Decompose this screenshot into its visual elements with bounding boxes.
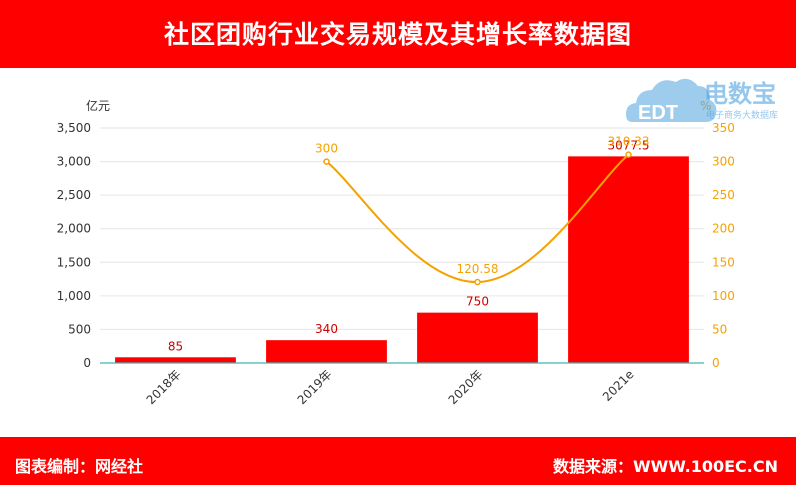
growth-rate-point — [474, 278, 481, 286]
growth-rate-label: 300 — [315, 142, 338, 156]
y-left-tick-label: 0 — [83, 356, 91, 370]
y-right-tick-label: 100 — [712, 289, 735, 303]
footer-banner: 图表编制：网经社 数据来源：WWW.100EC.CN — [0, 437, 796, 485]
y-right-tick-label: 250 — [712, 188, 735, 202]
bar-value-label: 750 — [466, 295, 489, 309]
chart-plot: 0 0 500 50 1,000 100 1,500 150 2,000 200 2,500 250 3… — [57, 98, 735, 407]
y-left-tick-label: 1,500 — [57, 255, 91, 269]
y-left-tick-label: 3,000 — [57, 155, 91, 169]
data-source: 数据来源：WWW.100EC.CN — [552, 457, 778, 476]
x-tick-label: 2018年 — [144, 367, 184, 407]
bar — [568, 156, 689, 363]
y-left-tick-label: 2,500 — [57, 188, 91, 202]
growth-rate-label: 310.33 — [608, 135, 650, 149]
bar — [115, 357, 236, 363]
chart-title: 社区团购行业交易规模及其增长率数据图 — [163, 20, 632, 49]
title-banner: 社区团购行业交易规模及其增长率数据图 — [0, 0, 796, 68]
y-right-tick-label: 50 — [712, 322, 727, 336]
compiled-by: 图表编制：网经社 — [15, 457, 144, 476]
growth-rate-point — [625, 151, 632, 158]
x-tick-label: 2019年 — [295, 367, 335, 407]
bar-value-label: 3077.5 — [608, 138, 650, 152]
y-right-tick-label: 150 — [712, 255, 735, 269]
y-right-tick-label: 0 — [712, 356, 720, 370]
y-left-tick-label: 500 — [68, 322, 91, 336]
y-right-tick-label: 200 — [712, 222, 735, 236]
logo-brand-text: 电数宝 — [704, 80, 776, 108]
bar — [266, 340, 387, 363]
bar — [417, 312, 538, 363]
x-tick-label: 2020年 — [446, 367, 486, 407]
logo-letters: EDT — [638, 102, 678, 124]
bar-value-label: 85 — [168, 339, 183, 353]
x-tick-label: 2021e — [600, 367, 637, 404]
growth-rate-label: 120.58 — [457, 262, 499, 276]
edt-logo-watermark: EDT 电数宝 电子商务大数据库 — [626, 78, 778, 124]
y-left-unit: 亿元 — [86, 98, 110, 113]
y-right-tick-label: 350 — [712, 121, 735, 135]
y-left-tick-label: 1,000 — [57, 289, 91, 303]
y-left-tick-label: 2,000 — [57, 222, 91, 236]
growth-rate-point — [323, 158, 330, 165]
y-left-tick-label: 3,500 — [57, 121, 91, 135]
bar-value-label: 340 — [315, 322, 338, 336]
logo-brand-subtext: 电子商务大数据库 — [706, 109, 778, 121]
y-right-tick-label: 300 — [712, 155, 735, 169]
